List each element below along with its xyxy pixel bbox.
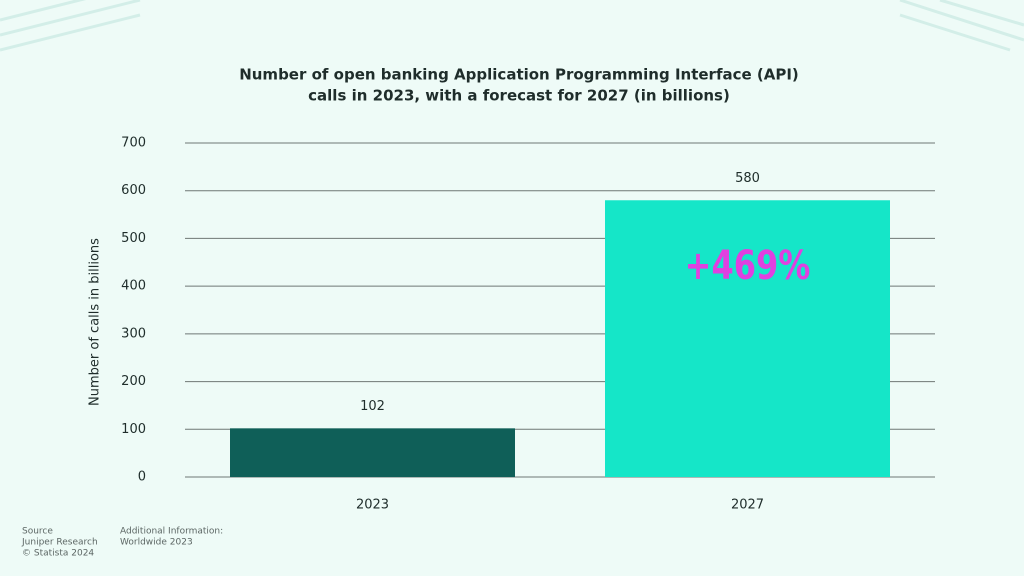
chart-title: calls in 2023, with a forecast for 2027 … [308, 87, 730, 105]
footer-text: Source [22, 527, 53, 537]
data-label: 102 [360, 399, 385, 414]
y-tick-label: 300 [121, 326, 146, 341]
data-label: 580 [735, 171, 760, 186]
chart-title: Number of open banking Application Progr… [239, 66, 799, 84]
y-tick-label: 700 [121, 136, 146, 151]
y-tick-label: 100 [121, 422, 146, 437]
footer-text: Juniper Research [21, 538, 98, 548]
y-tick-label: 500 [121, 231, 146, 246]
annotation: +469% [685, 241, 811, 288]
y-tick-label: 600 [121, 183, 146, 198]
bar [605, 200, 890, 477]
x-tick-label: 2023 [356, 498, 389, 513]
y-tick-label: 200 [121, 374, 146, 389]
y-tick-label: 400 [121, 279, 146, 294]
footer-text: Additional Information: [120, 527, 223, 537]
x-tick-label: 2027 [731, 498, 764, 513]
bar [230, 428, 515, 477]
y-axis-label: Number of calls in billions [88, 238, 103, 406]
corner-decoration [0, 0, 1024, 52]
footer-text: © Statista 2024 [22, 549, 94, 559]
footer-text: Worldwide 2023 [120, 538, 193, 548]
y-tick-label: 0 [138, 470, 146, 485]
